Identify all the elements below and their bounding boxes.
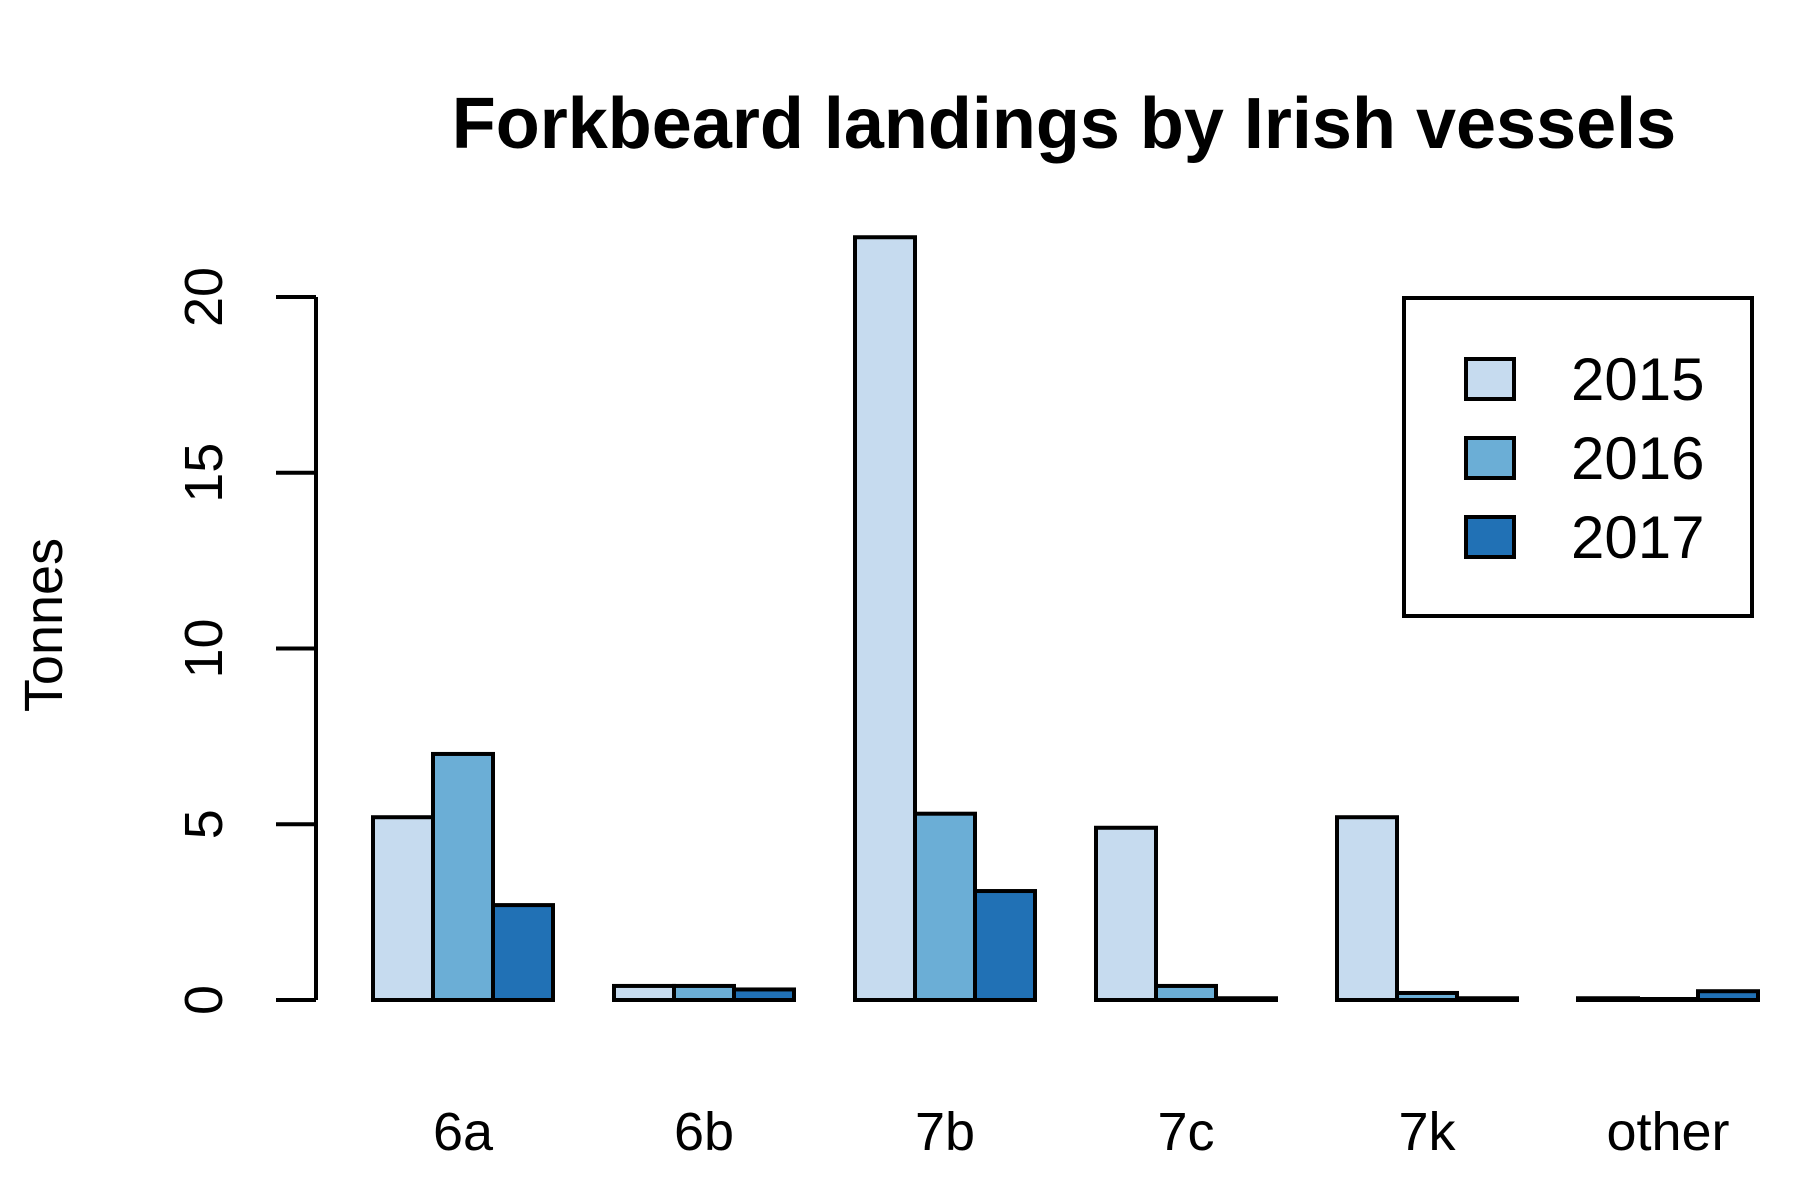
- bar-7b-2017: [973, 889, 1037, 1002]
- legend: 2015 2016 2017: [1402, 296, 1754, 618]
- x-tick-label: 7c: [1157, 1102, 1214, 1162]
- y-axis-label: Tonnes: [14, 538, 74, 712]
- x-tick-label: 7b: [915, 1102, 975, 1162]
- bar-6a-2016: [431, 751, 495, 1003]
- x-tick-label: other: [1606, 1102, 1729, 1162]
- legend-label: 2015: [1571, 346, 1704, 413]
- chart-title: Forkbeard landings by Irish vessels: [452, 84, 1676, 164]
- bar-6b-2015: [612, 983, 676, 1003]
- y-tick-label: 0: [174, 985, 234, 1015]
- x-tick-label: 7k: [1398, 1102, 1456, 1162]
- legend-swatch-2015: [1464, 357, 1516, 401]
- legend-swatch-2016: [1464, 436, 1516, 480]
- x-tick-label: 6a: [433, 1102, 494, 1162]
- y-tick-label: 15: [174, 443, 234, 503]
- legend-swatch-2017: [1464, 515, 1516, 559]
- legend-label: 2016: [1571, 425, 1704, 492]
- legend-label: 2017: [1571, 504, 1704, 571]
- bar-7c-2017: [1214, 996, 1278, 1002]
- bar-other-2015: [1576, 996, 1640, 1002]
- x-tick-label: 6b: [674, 1102, 734, 1162]
- bar-7b-2016: [913, 811, 977, 1003]
- y-tick-label: 10: [174, 618, 234, 678]
- bar-other-2016: [1636, 997, 1700, 1002]
- bar-7c-2016: [1154, 983, 1218, 1003]
- legend-box: [1402, 296, 1754, 618]
- bar-6b-2017: [732, 987, 796, 1003]
- bar-7k-2017: [1455, 996, 1519, 1002]
- bar-7b-2015: [853, 235, 917, 1002]
- bars: [371, 235, 1760, 1003]
- bar-other-2017: [1696, 989, 1760, 1003]
- x-axis-tick-labels: 6a 6b 7b 7c 7k other: [433, 1102, 1730, 1162]
- y-tick-label: 5: [174, 809, 234, 839]
- y-tick-label: 20: [174, 267, 234, 327]
- bar-6a-2017: [491, 903, 555, 1002]
- bar-6b-2016: [672, 983, 736, 1003]
- y-axis: 0 5 10 15 20: [174, 267, 318, 1015]
- bar-7k-2016: [1395, 990, 1459, 1002]
- bar-7c-2015: [1094, 825, 1158, 1003]
- bar-7k-2015: [1335, 815, 1399, 1002]
- bar-6a-2015: [371, 815, 435, 1002]
